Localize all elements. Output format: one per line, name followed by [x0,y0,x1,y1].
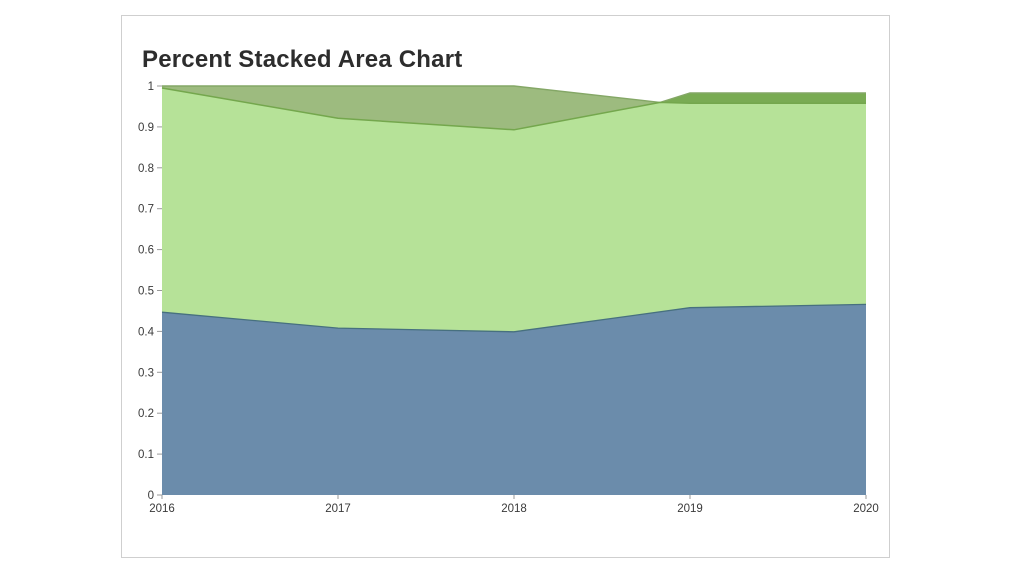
blue-top-edge-line [161,303,867,333]
y-axis-tick-label: 0 [148,490,154,502]
y-axis-tick-label: 0.9 [138,122,154,134]
total-top-edge-line [162,85,866,104]
x-axis-tick-label: 2017 [325,503,351,515]
y-axis-tick-label: 0.5 [138,286,154,298]
x-axis-tick-label: 2020 [853,503,879,515]
area-series-top-wedge [162,86,661,130]
y-axis-tick-label: 0.7 [138,204,154,216]
x-axis-tick-label: 2018 [501,503,527,515]
y-axis-tick-label: 0.8 [138,163,154,175]
y-axis-tick-label: 0.6 [138,245,154,257]
area-series-middle-green [162,88,866,332]
y-axis-tick-label: 0.2 [138,408,154,420]
x-axis-tick-label: 2019 [677,503,703,515]
y-axis-tick-label: 0.4 [138,326,155,338]
x-axis-tick-label: 2016 [149,503,175,515]
area-series-bottom-blue [162,304,866,495]
y-axis-tick-label: 0.1 [138,449,154,461]
green-top-edge-line [161,87,866,131]
y-axis-tick-label: 0.3 [138,367,154,379]
chart-title: Percent Stacked Area Chart [142,46,463,73]
y-axis-tick-label: 1 [148,81,154,93]
area-series-top-band [660,93,866,104]
